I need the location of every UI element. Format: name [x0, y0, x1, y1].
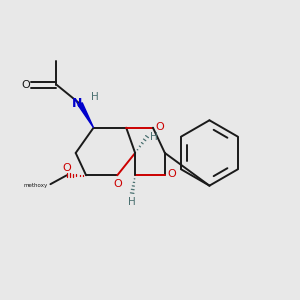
Polygon shape — [78, 103, 94, 128]
Text: O: O — [21, 80, 30, 90]
Text: H: H — [128, 197, 136, 207]
Text: methoxy: methoxy — [24, 183, 48, 188]
Text: O: O — [155, 122, 164, 132]
Text: H: H — [91, 92, 99, 101]
Text: O: O — [114, 179, 123, 189]
Text: O: O — [167, 169, 176, 179]
Text: O: O — [62, 163, 71, 173]
Text: N: N — [72, 97, 83, 110]
Text: H: H — [150, 132, 158, 142]
